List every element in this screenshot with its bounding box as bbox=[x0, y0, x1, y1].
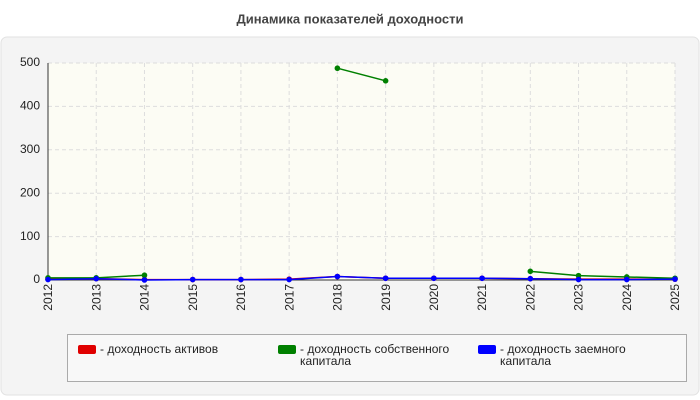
x-tick-label: 2015 bbox=[186, 284, 200, 311]
point bbox=[382, 77, 389, 84]
x-tick-label: 2013 bbox=[89, 284, 103, 311]
legend: - доходность активов - доходность собстве… bbox=[67, 334, 687, 382]
point bbox=[382, 275, 389, 282]
y-tick-label: 200 bbox=[20, 185, 40, 199]
point bbox=[479, 275, 485, 282]
y-tick-label: 0 bbox=[33, 272, 40, 286]
point bbox=[527, 268, 534, 275]
point bbox=[623, 276, 630, 283]
point bbox=[334, 65, 341, 72]
x-tick-label: 2023 bbox=[572, 284, 586, 311]
x-tick-label: 2016 bbox=[234, 284, 248, 311]
x-tick-label: 2017 bbox=[282, 284, 296, 311]
point bbox=[238, 276, 244, 283]
point bbox=[334, 273, 341, 280]
legend-item: - доходность собственного капитала bbox=[268, 335, 468, 381]
legend-label: - доходность активов bbox=[100, 342, 219, 356]
point bbox=[93, 275, 100, 282]
legend-swatch bbox=[478, 345, 496, 354]
point bbox=[527, 275, 534, 282]
point bbox=[189, 276, 196, 283]
point bbox=[141, 272, 148, 279]
x-tick-label: 2014 bbox=[138, 284, 152, 311]
point bbox=[575, 272, 582, 279]
point bbox=[286, 276, 292, 283]
y-tick-label: 500 bbox=[20, 55, 40, 69]
point bbox=[45, 276, 51, 283]
x-tick-label: 2018 bbox=[331, 284, 345, 311]
plot-area bbox=[48, 63, 675, 280]
x-tick-label: 2022 bbox=[523, 284, 537, 311]
x-tick-label: 2024 bbox=[620, 284, 634, 311]
legend-swatch bbox=[278, 345, 296, 354]
x-tick-label: 2020 bbox=[427, 284, 441, 311]
legend-item: - доходность активов bbox=[68, 335, 268, 381]
x-tick-label: 2019 bbox=[379, 284, 393, 311]
point bbox=[141, 277, 148, 283]
point bbox=[431, 275, 437, 282]
legend-item: - доходность заемного капитала bbox=[468, 335, 668, 381]
y-tick-label: 400 bbox=[20, 99, 40, 113]
y-tick-label: 300 bbox=[20, 142, 40, 156]
legend-label: - доходность собственного капитала bbox=[300, 342, 450, 368]
series-line bbox=[47, 275, 676, 281]
point bbox=[672, 276, 678, 282]
chart-title: Динамика показателей доходности bbox=[236, 11, 463, 26]
x-tick-label: 2021 bbox=[475, 284, 489, 311]
x-tick-label: 2012 bbox=[41, 284, 55, 311]
y-tick-label: 100 bbox=[20, 229, 40, 243]
point bbox=[575, 276, 582, 283]
legend-label: - доходность заемного капитала bbox=[500, 342, 626, 368]
legend-swatch bbox=[78, 345, 96, 354]
x-tick-label: 2025 bbox=[668, 284, 682, 311]
